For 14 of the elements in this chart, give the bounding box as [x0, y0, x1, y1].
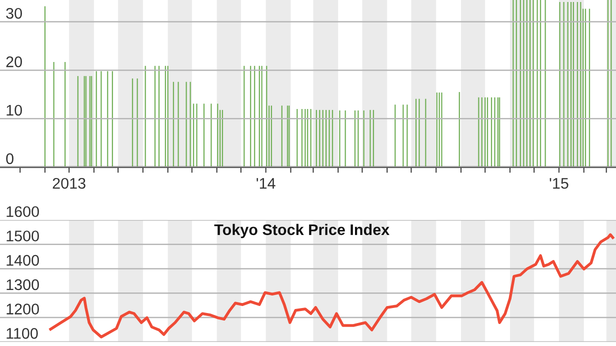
x-tick-label: 2013 — [52, 178, 86, 189]
y-tick-label: 30 — [6, 8, 22, 19]
y-tick-label: 0 — [6, 153, 14, 164]
y-tick-label: 1500 — [6, 230, 39, 242]
y-tick-label: 1200 — [6, 304, 39, 314]
x-tick-label: '15 — [550, 178, 568, 189]
y-tick-label: 1300 — [6, 279, 39, 290]
y-tick-label: 1600 — [6, 206, 39, 218]
y-tick-label: 10 — [6, 104, 22, 116]
y-tick-label: 20 — [6, 56, 22, 68]
y-tick-label: 1100 — [6, 328, 38, 339]
chart-title: Tokyo Stock Price Index — [214, 224, 390, 238]
x-tick-label: '14 — [256, 178, 276, 189]
y-tick-label: 1400 — [6, 254, 39, 266]
